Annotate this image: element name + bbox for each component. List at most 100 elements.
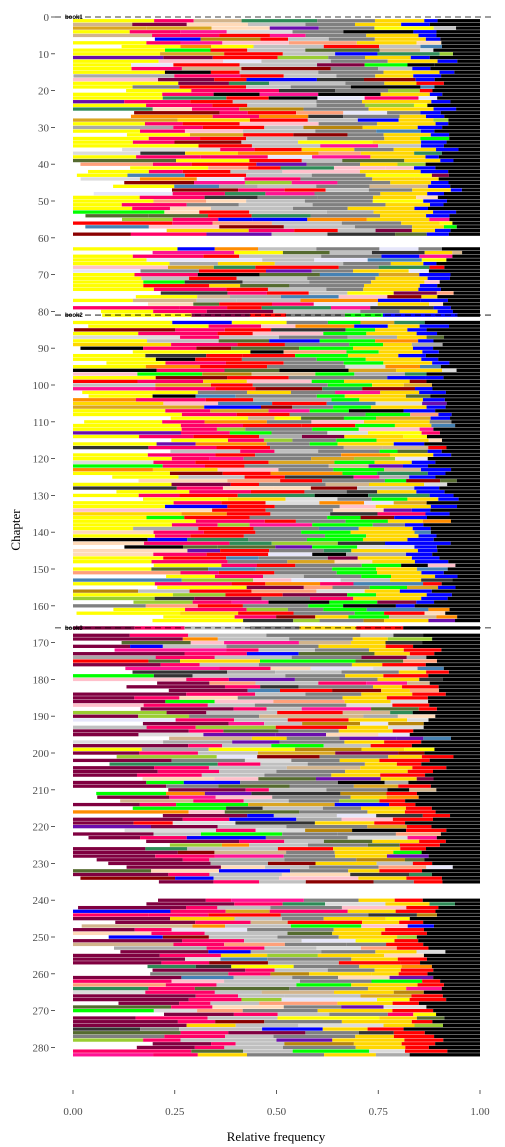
bar-segment <box>181 412 237 417</box>
bar-segment <box>319 501 365 505</box>
bar-segment <box>446 199 480 203</box>
bar-segment <box>261 324 296 328</box>
bar-segment <box>270 972 310 976</box>
bar-segment <box>428 699 480 704</box>
bar-segment <box>311 379 344 384</box>
bar-segment <box>197 1009 243 1013</box>
bar-segment <box>325 534 367 538</box>
bar-segment <box>194 1045 225 1050</box>
bar-segment <box>377 677 420 682</box>
bar-segment <box>446 997 480 1002</box>
bar-segment <box>148 986 195 991</box>
bar-segment <box>428 269 480 273</box>
bar-segment <box>451 420 480 424</box>
bar-segment <box>187 847 278 851</box>
bar-segment <box>153 287 227 292</box>
bar-segment <box>136 155 201 159</box>
bar-segment <box>73 434 140 439</box>
bar-segment <box>314 821 375 825</box>
bar-segment <box>388 615 437 619</box>
bar-segment <box>392 1001 419 1005</box>
bar-segment <box>73 468 153 472</box>
bar-segment <box>271 328 346 332</box>
bar-segment <box>185 151 238 155</box>
bar-segment <box>235 1042 285 1046</box>
book-boundary-label: book2 <box>65 313 83 319</box>
bar-segment <box>452 578 480 582</box>
bar-segment <box>449 324 480 328</box>
bar-segment <box>88 169 149 174</box>
bar-segment <box>169 736 252 740</box>
bar-segment <box>282 169 360 174</box>
bar-segment <box>374 460 412 464</box>
bar-segment <box>364 63 408 67</box>
bar-segment <box>96 858 183 862</box>
bar-segment <box>361 747 405 752</box>
bar-segment <box>198 269 266 273</box>
bar-segment <box>140 836 187 840</box>
bar-segment <box>377 52 440 56</box>
bar-segment <box>73 633 130 637</box>
bar-segment <box>259 714 364 718</box>
bar-segment <box>73 155 137 159</box>
bar-segment <box>347 133 384 137</box>
bar-segment <box>277 55 329 60</box>
bar-segment <box>429 92 443 96</box>
bar-segment <box>163 55 213 60</box>
bar-segment <box>319 273 379 277</box>
bar-segment <box>186 203 239 207</box>
bar-segment <box>146 902 235 906</box>
bar-segment <box>257 563 296 568</box>
y-tick-label: 180 <box>33 674 50 686</box>
bar-segment <box>337 780 385 785</box>
bar-segment <box>387 376 426 380</box>
bar-segment <box>73 549 188 553</box>
bar-segment <box>390 710 413 715</box>
bar-segment <box>218 339 270 343</box>
bar-segment <box>294 677 378 682</box>
bar-segment <box>73 140 133 144</box>
bar-segment <box>265 836 348 840</box>
bar-segment <box>141 276 190 280</box>
bar-segment <box>443 376 480 380</box>
bar-segment <box>444 192 480 196</box>
bar-segment <box>248 416 275 420</box>
bar-segment <box>425 37 441 41</box>
bar-segment <box>268 460 335 464</box>
bar-segment <box>73 817 183 821</box>
bar-segment <box>73 328 176 332</box>
bar-segment <box>243 799 289 803</box>
bar-segment <box>430 508 480 512</box>
bar-segment <box>398 353 426 358</box>
bar-segment <box>296 817 342 821</box>
bar-segment <box>420 129 435 133</box>
bar-segment <box>368 107 434 111</box>
bar-segment <box>421 740 480 744</box>
bar-segment <box>400 847 427 851</box>
bar-segment <box>396 946 429 950</box>
bar-segment <box>151 560 228 564</box>
bar-segment <box>247 928 334 932</box>
bar-segment <box>260 37 288 41</box>
bar-segment <box>451 412 480 417</box>
bar-segment <box>445 692 480 696</box>
bar-segment <box>73 729 189 733</box>
bar-segment <box>442 880 480 884</box>
bar-segment <box>388 89 420 93</box>
bar-segment <box>294 228 338 233</box>
bar-segment <box>73 512 182 516</box>
bar-segment <box>347 335 398 339</box>
bar-segment <box>176 158 250 163</box>
bar-segment <box>437 549 480 553</box>
bar-segment <box>311 420 364 424</box>
bar-segment <box>424 280 440 284</box>
bar-segment <box>412 346 434 350</box>
bar-segment <box>150 825 218 829</box>
bar-segment <box>456 368 480 372</box>
bar-segment <box>73 869 152 873</box>
bar-segment <box>215 1020 265 1024</box>
bar-segment <box>322 387 363 391</box>
bar-segment <box>73 368 157 372</box>
bar-segment <box>337 832 396 836</box>
bar-segment <box>148 225 220 229</box>
